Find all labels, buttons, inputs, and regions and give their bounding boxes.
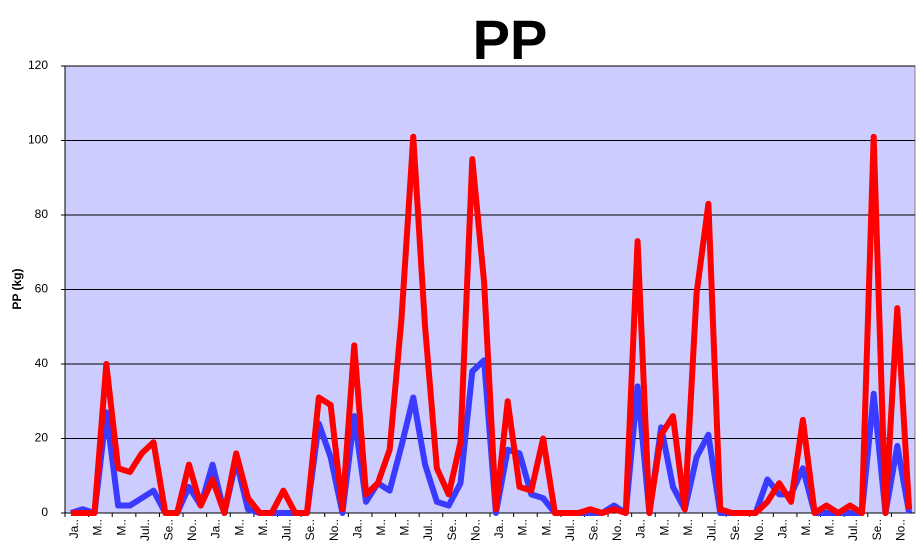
x-tick-label: Jul.. — [846, 519, 860, 541]
x-tick-label: M.. — [681, 519, 695, 536]
x-tick-label: M.. — [516, 519, 530, 536]
y-tick-label: 0 — [41, 505, 48, 519]
y-tick-label: 40 — [35, 356, 49, 370]
x-tick-label: Se.. — [303, 519, 317, 540]
x-tick-label: No.. — [327, 519, 341, 541]
series-line — [70, 133, 913, 516]
x-tick-label: No.. — [752, 519, 766, 541]
y-tick-label: 80 — [35, 207, 49, 221]
x-tick-label: No.. — [468, 519, 482, 541]
x-tick-label: M.. — [232, 519, 246, 536]
y-axis-label: PP (kg) — [10, 268, 24, 309]
x-tick-label: Se.. — [445, 519, 459, 540]
x-tick-label: M.. — [539, 519, 553, 536]
x-tick-label: M.. — [374, 519, 388, 536]
x-tick-label: Se.. — [870, 519, 884, 540]
y-tick-label: 100 — [28, 133, 48, 147]
x-tick-label: Ja.. — [209, 519, 223, 538]
x-tick-label: No.. — [610, 519, 624, 541]
x-tick-label: Jul.. — [705, 519, 719, 541]
chart-title: PP — [473, 8, 548, 71]
x-tick-label: Ja.. — [67, 519, 81, 538]
x-tick-label: M.. — [799, 519, 813, 536]
x-tick-label: M.. — [91, 519, 105, 536]
x-tick-label: M.. — [823, 519, 837, 536]
x-tick-label: No.. — [893, 519, 907, 541]
y-tick-label: 120 — [28, 58, 48, 72]
y-tick-label: 60 — [35, 282, 49, 296]
x-tick-label: M.. — [114, 519, 128, 536]
x-tick-label: Se.. — [728, 519, 742, 540]
x-tick-label: Ja.. — [492, 519, 506, 538]
x-tick-label: Ja.. — [350, 519, 364, 538]
x-tick-label: Se.. — [587, 519, 601, 540]
x-tick-label: Jul.. — [280, 519, 294, 541]
x-tick-label: M.. — [398, 519, 412, 536]
x-tick-label: Ja.. — [634, 519, 648, 538]
x-tick-label: Jul.. — [421, 519, 435, 541]
x-tick-label: Jul.. — [563, 519, 577, 541]
x-tick-label: Ja.. — [775, 519, 789, 538]
x-tick-label: M.. — [657, 519, 671, 536]
x-tick-label: M.. — [256, 519, 270, 536]
y-tick-label: 20 — [35, 431, 49, 445]
x-tick-label: No.. — [185, 519, 199, 541]
x-tick-label: Jul.. — [138, 519, 152, 541]
x-tick-label: Se.. — [162, 519, 176, 540]
